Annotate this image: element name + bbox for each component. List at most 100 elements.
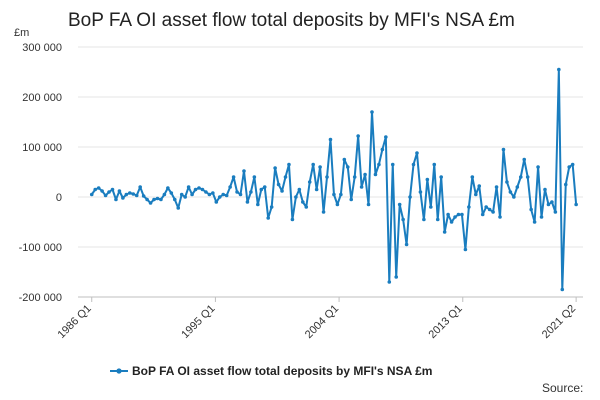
- data-point[interactable]: [491, 210, 495, 214]
- data-point[interactable]: [352, 175, 357, 179]
- data-point[interactable]: [515, 185, 520, 189]
- data-point[interactable]: [297, 187, 302, 192]
- data-point[interactable]: [363, 172, 367, 177]
- data-point[interactable]: [518, 175, 523, 179]
- data-point[interactable]: [453, 215, 457, 219]
- data-point[interactable]: [390, 162, 395, 167]
- data-point[interactable]: [384, 135, 388, 139]
- data-point[interactable]: [89, 192, 94, 197]
- data-point[interactable]: [179, 192, 184, 197]
- data-point[interactable]: [442, 230, 447, 234]
- data-point[interactable]: [377, 162, 381, 167]
- data-point[interactable]: [356, 134, 360, 138]
- data-point[interactable]: [259, 187, 264, 192]
- data-point[interactable]: [560, 287, 565, 292]
- data-point[interactable]: [290, 217, 295, 222]
- data-point[interactable]: [349, 197, 354, 202]
- data-point[interactable]: [394, 275, 399, 279]
- data-point[interactable]: [169, 191, 174, 195]
- data-point[interactable]: [280, 189, 284, 193]
- data-point[interactable]: [256, 202, 260, 207]
- data-point[interactable]: [176, 206, 181, 210]
- data-point[interactable]: [204, 190, 208, 194]
- data-point[interactable]: [567, 165, 572, 169]
- data-point[interactable]: [325, 175, 329, 179]
- data-point[interactable]: [332, 192, 336, 197]
- data-point[interactable]: [124, 192, 129, 197]
- data-point[interactable]: [366, 202, 371, 207]
- data-point[interactable]: [553, 210, 558, 214]
- data-point[interactable]: [100, 189, 104, 193]
- data-point[interactable]: [121, 196, 125, 200]
- data-point[interactable]: [148, 201, 153, 205]
- data-point[interactable]: [96, 186, 101, 190]
- data-point[interactable]: [473, 192, 478, 197]
- data-point[interactable]: [224, 193, 229, 198]
- data-point[interactable]: [155, 196, 160, 201]
- data-point[interactable]: [446, 212, 450, 217]
- data-point[interactable]: [425, 177, 430, 182]
- data-point[interactable]: [301, 200, 305, 204]
- data-point[interactable]: [435, 217, 440, 222]
- data-point[interactable]: [231, 175, 236, 179]
- data-point[interactable]: [512, 195, 516, 199]
- data-point[interactable]: [557, 67, 561, 72]
- data-point[interactable]: [273, 166, 277, 170]
- data-point[interactable]: [532, 220, 537, 224]
- data-point[interactable]: [529, 207, 533, 212]
- data-point[interactable]: [321, 210, 326, 214]
- data-point[interactable]: [304, 205, 309, 209]
- data-point[interactable]: [159, 197, 163, 202]
- data-point[interactable]: [501, 147, 506, 152]
- data-point[interactable]: [166, 186, 170, 190]
- data-point[interactable]: [418, 190, 423, 194]
- data-point[interactable]: [373, 172, 378, 177]
- data-point[interactable]: [480, 212, 485, 217]
- data-point[interactable]: [183, 195, 187, 199]
- data-point[interactable]: [107, 190, 111, 194]
- data-point[interactable]: [186, 185, 191, 189]
- data-point[interactable]: [134, 193, 139, 198]
- data-point[interactable]: [467, 205, 471, 209]
- data-point[interactable]: [397, 202, 402, 207]
- data-point[interactable]: [131, 192, 136, 196]
- data-point[interactable]: [152, 197, 156, 202]
- data-point[interactable]: [339, 192, 343, 197]
- data-point[interactable]: [505, 180, 509, 184]
- data-point[interactable]: [345, 165, 350, 169]
- data-point[interactable]: [550, 200, 554, 204]
- data-point[interactable]: [307, 180, 312, 184]
- data-point[interactable]: [242, 169, 246, 173]
- data-point[interactable]: [197, 186, 201, 190]
- data-point[interactable]: [401, 217, 405, 222]
- data-point[interactable]: [145, 197, 149, 202]
- data-point[interactable]: [162, 192, 167, 197]
- data-point[interactable]: [141, 194, 146, 198]
- data-point[interactable]: [508, 190, 513, 194]
- data-point[interactable]: [546, 202, 551, 207]
- data-point[interactable]: [138, 185, 142, 189]
- data-point[interactable]: [463, 247, 468, 252]
- data-point[interactable]: [342, 157, 347, 162]
- data-point[interactable]: [494, 185, 499, 189]
- data-point[interactable]: [93, 187, 97, 192]
- data-point[interactable]: [380, 147, 385, 152]
- data-point[interactable]: [422, 217, 426, 222]
- data-point[interactable]: [318, 165, 322, 169]
- data-point[interactable]: [211, 191, 215, 195]
- data-point[interactable]: [110, 187, 115, 192]
- data-point[interactable]: [311, 162, 315, 167]
- data-point[interactable]: [563, 182, 568, 187]
- data-point[interactable]: [359, 185, 364, 189]
- data-point[interactable]: [117, 189, 122, 193]
- data-point[interactable]: [235, 190, 239, 194]
- data-point[interactable]: [415, 151, 419, 155]
- data-point[interactable]: [449, 220, 454, 224]
- data-point[interactable]: [536, 165, 540, 169]
- data-point[interactable]: [408, 195, 412, 199]
- data-point[interactable]: [214, 200, 219, 204]
- data-point[interactable]: [543, 187, 547, 192]
- data-point[interactable]: [283, 175, 288, 179]
- data-point[interactable]: [328, 137, 333, 142]
- data-point[interactable]: [470, 175, 475, 179]
